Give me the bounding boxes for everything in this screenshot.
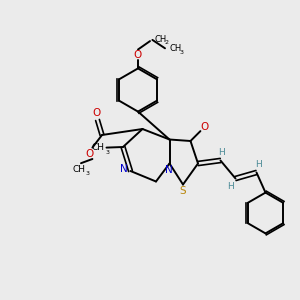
Text: CH: CH	[170, 44, 182, 53]
Text: CH: CH	[154, 34, 167, 43]
Text: H: H	[219, 148, 225, 157]
Text: O: O	[201, 122, 209, 132]
Text: O: O	[93, 108, 101, 118]
Text: 3: 3	[85, 171, 90, 176]
Text: H: H	[256, 160, 262, 169]
Text: N: N	[120, 164, 128, 175]
Text: 3: 3	[105, 150, 109, 154]
Text: 2: 2	[164, 40, 168, 45]
Text: S: S	[180, 186, 186, 196]
Text: 3: 3	[179, 50, 183, 55]
Text: O: O	[85, 149, 94, 159]
Text: N: N	[165, 165, 173, 175]
Text: O: O	[134, 50, 142, 60]
Text: CH: CH	[92, 143, 105, 152]
Text: H: H	[228, 182, 234, 191]
Text: CH: CH	[72, 165, 85, 174]
